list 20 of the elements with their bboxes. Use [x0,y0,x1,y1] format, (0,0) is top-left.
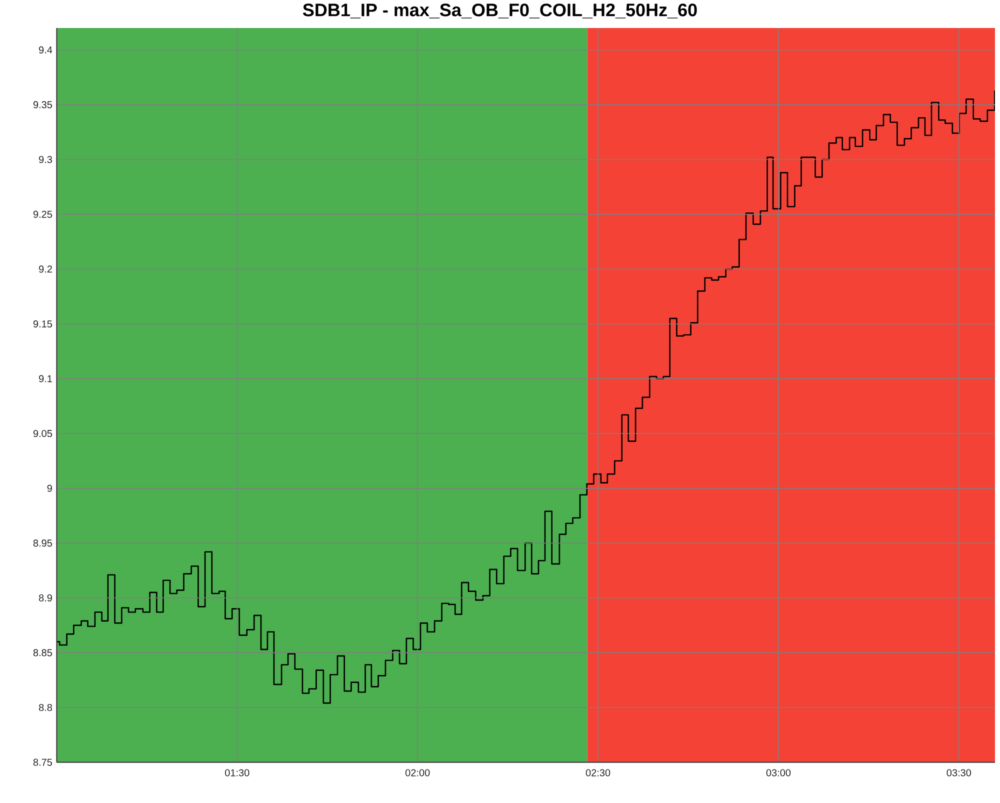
y-tick-label: 9.05 [33,430,52,438]
x-tick-label: 03:30 [946,769,972,776]
x-tick-label: 02:30 [586,769,610,776]
y-tick-label: 9 [47,484,52,492]
y-tick-label: 8.75 [33,758,52,766]
y-tick-label: 8.8 [38,704,52,712]
y-tick-label: 8.9 [38,594,52,602]
x-tick-label: 03:00 [766,769,791,776]
x-tick-label: 02:00 [405,769,430,776]
y-tick-label: 9.3 [39,156,52,164]
y-tick-label: 9.2 [39,266,52,273]
y-tick-label: 8.95 [33,540,52,547]
y-tick-label: 9.4 [39,46,52,54]
y-tick-label: 9.1 [39,375,52,382]
y-tick-label: 9.35 [33,101,52,108]
y-tick-label: 8.85 [33,649,52,656]
y-tick-label: 9.15 [33,320,52,328]
chart-title: SDB1_IP - max_Sa_OB_F0_COIL_H2_50Hz_60 [302,4,697,18]
y-tick-label: 9.25 [33,210,52,218]
x-tick-label: 01:30 [225,769,250,776]
